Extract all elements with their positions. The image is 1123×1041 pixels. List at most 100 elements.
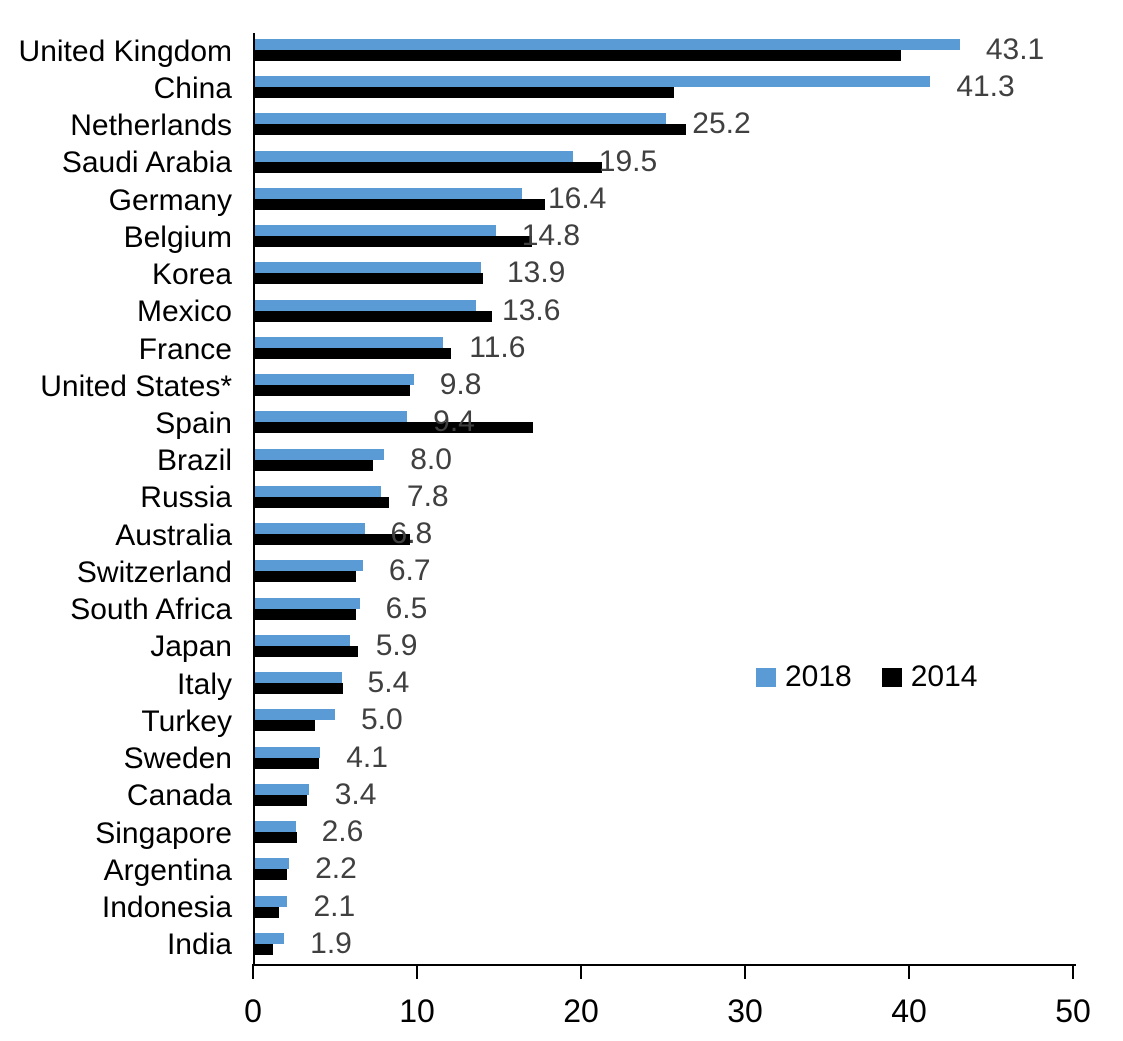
- bar-2018: [253, 672, 342, 684]
- category-label: Singapore: [95, 816, 232, 850]
- x-axis-line: [252, 964, 1076, 966]
- bar-2014: [253, 571, 357, 583]
- bar-2018: [253, 783, 309, 795]
- bar-2018: [253, 262, 481, 274]
- x-axis-tick-mark: [416, 966, 418, 979]
- bar-2018: [253, 39, 960, 50]
- bar-2014: [253, 906, 280, 918]
- y-axis-line: [253, 33, 255, 966]
- value-label: 14.8: [521, 219, 581, 253]
- bar-2014: [253, 273, 483, 285]
- legend-swatch-2014-icon: [881, 667, 902, 687]
- legend-label-2014: 2014: [910, 660, 978, 693]
- bar-2014: [253, 683, 344, 695]
- bar-2018: [253, 485, 381, 497]
- bar-2014: [253, 608, 357, 620]
- category-label: France: [138, 332, 232, 366]
- category-label: India: [166, 928, 232, 962]
- x-axis-tick-mark: [580, 966, 582, 979]
- value-label: 6.5: [385, 591, 428, 625]
- bar-2014: [253, 161, 603, 173]
- bar-2018: [253, 597, 360, 609]
- value-label: 5.9: [375, 628, 418, 662]
- value-label: 8.0: [410, 442, 452, 476]
- x-axis-tick-label: 50: [1055, 993, 1091, 1029]
- category-label: Turkey: [141, 704, 232, 738]
- bar-2018: [253, 76, 931, 88]
- bar-2018: [253, 374, 414, 386]
- x-axis-tick-label: 0: [244, 993, 262, 1029]
- bar-2014: [253, 534, 411, 546]
- value-label: 3.4: [334, 777, 377, 811]
- category-label: Japan: [150, 630, 232, 664]
- category-label: Mexico: [136, 295, 232, 329]
- value-label: 1.9: [310, 926, 352, 960]
- bar-2018: [253, 187, 522, 199]
- bar-2018: [253, 336, 444, 348]
- bar-2014: [253, 757, 319, 769]
- value-label: 7.8: [406, 479, 449, 513]
- bar-2014: [253, 459, 373, 471]
- bar-2018: [253, 113, 667, 125]
- category-label: Korea: [151, 258, 232, 292]
- bar-2018: [253, 150, 573, 162]
- bar-2018: [253, 448, 385, 460]
- legend-label-2018: 2018: [785, 660, 852, 693]
- bar-2018: [253, 523, 365, 535]
- x-axis-tick-label: 40: [891, 993, 927, 1029]
- value-label: 2.6: [321, 815, 364, 849]
- bar-2014: [253, 794, 308, 806]
- bar-2018: [253, 634, 350, 646]
- legend: 2018 2014: [756, 660, 978, 694]
- category-label: United Kingdom: [18, 34, 232, 68]
- category-label: Russia: [140, 481, 232, 515]
- legend-item-2018: 2018: [756, 660, 852, 694]
- value-label: 16.4: [547, 181, 607, 215]
- category-label: Australia: [115, 518, 232, 552]
- value-label: 4.1: [346, 740, 388, 774]
- bar-2014: [253, 385, 411, 397]
- category-label: Canada: [126, 779, 232, 813]
- bar-2014: [253, 832, 298, 844]
- bar-2014: [253, 869, 288, 881]
- category-label: South Africa: [70, 593, 232, 627]
- category-label: Indonesia: [101, 891, 232, 925]
- category-label: Saudi Arabia: [61, 146, 232, 180]
- category-label: United States*: [40, 369, 232, 403]
- bar-2014: [253, 124, 686, 136]
- x-axis-tick-mark: [252, 966, 254, 979]
- bar-2018: [253, 299, 477, 311]
- legend-item-2014: 2014: [881, 660, 978, 694]
- bar-2018: [253, 821, 296, 833]
- bar-2014: [253, 198, 545, 210]
- category-label: Argentina: [103, 853, 232, 887]
- value-label: 25.2: [692, 107, 751, 141]
- category-label: China: [153, 71, 232, 105]
- value-label: 9.8: [439, 368, 482, 402]
- bar-2014: [253, 645, 358, 657]
- value-label: 6.8: [390, 517, 433, 551]
- bar-2014: [253, 720, 316, 732]
- value-label: 19.5: [598, 144, 658, 178]
- value-label: 43.1: [985, 33, 1045, 66]
- bar-2018: [253, 746, 321, 758]
- x-axis-tick-mark: [744, 966, 746, 979]
- x-axis-tick-mark: [1072, 966, 1074, 979]
- bar-2018: [253, 858, 290, 870]
- bar-2018: [253, 560, 363, 572]
- x-axis-tick-label: 10: [399, 993, 435, 1029]
- bar-2018: [253, 411, 408, 423]
- bar-2018: [253, 932, 285, 944]
- value-label: 2.1: [313, 889, 356, 923]
- bar-2014: [253, 236, 532, 248]
- value-label: 5.4: [367, 666, 410, 700]
- bar-2014: [253, 943, 273, 955]
- category-label: Netherlands: [70, 109, 232, 143]
- bar-2014: [253, 496, 390, 508]
- bar-2014: [253, 347, 452, 359]
- category-label: Italy: [176, 667, 232, 701]
- x-axis-tick-label: 30: [727, 993, 763, 1029]
- bar-2014: [253, 50, 901, 61]
- bar-2014: [253, 422, 534, 434]
